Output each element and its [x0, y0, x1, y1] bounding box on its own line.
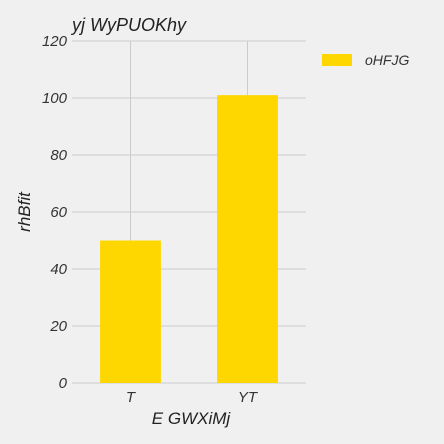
bar-yt — [217, 95, 278, 384]
bars — [100, 95, 278, 384]
y-tick-label: 60 — [50, 204, 67, 221]
chart-title: yj WyPUOKhy — [70, 15, 187, 35]
x-axis-ticks: T YT — [126, 389, 259, 406]
y-tick-label: 0 — [59, 375, 68, 392]
x-tick-label: T — [126, 389, 137, 406]
y-tick-label: 20 — [49, 318, 67, 335]
legend-label: oHFJG — [365, 52, 409, 68]
y-axis-ticks: 0 20 40 60 80 100 120 — [42, 33, 68, 392]
y-tick-label: 120 — [42, 33, 68, 50]
x-tick-label: YT — [238, 389, 259, 406]
legend: oHFJG — [322, 52, 409, 68]
x-axis-label: E GWXiMj — [152, 409, 232, 428]
y-tick-label: 100 — [42, 90, 68, 107]
y-axis-label: rhBfit — [15, 191, 34, 232]
y-tick-label: 40 — [50, 261, 67, 278]
bar-t — [100, 240, 161, 383]
y-tick-label: 80 — [50, 147, 67, 164]
legend-swatch — [322, 54, 352, 66]
